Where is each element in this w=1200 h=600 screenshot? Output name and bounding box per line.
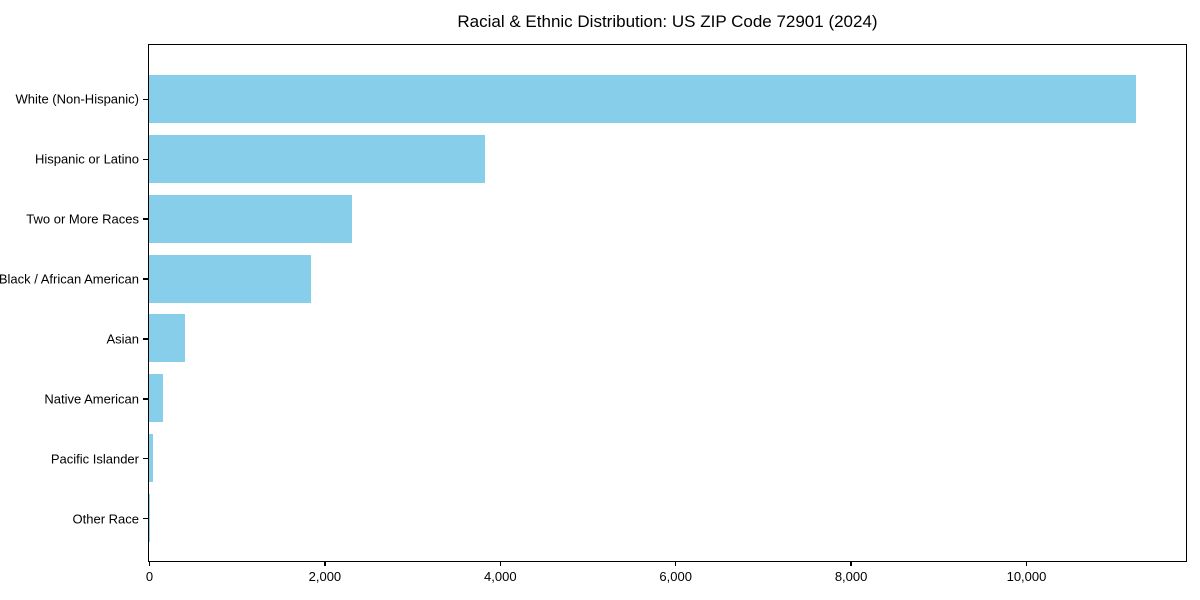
x-tick-label-6000: 6,000 [659, 569, 692, 584]
y-tick-label-asian: Asian [106, 331, 139, 347]
bar-native-american [149, 374, 164, 423]
x-tick-mark-6000 [674, 561, 677, 566]
chart-title: Racial & Ethnic Distribution: US ZIP Cod… [457, 12, 878, 31]
bar-white-non-hispanic [149, 74, 1136, 123]
x-tick-label-8000: 8,000 [834, 569, 868, 584]
x-tick-mark-2000 [324, 561, 326, 566]
y-tick-label-two-or-more-races: Two or More Races [26, 211, 139, 227]
x-tick-mark-4000 [499, 561, 502, 566]
x-tick-label-0: 0 [145, 569, 154, 584]
x-tick-label-2000: 2,000 [308, 569, 342, 584]
x-tick-label-10000: 10,000 [1006, 569, 1047, 584]
bar-hispanic-or-latino [149, 134, 485, 183]
bar-other-race [149, 494, 151, 543]
bar-asian [149, 314, 186, 363]
y-tick-label-other-race: Other Race [72, 511, 139, 527]
y-tick-mark-pacific-islander [143, 457, 148, 460]
y-tick-mark-native-american [143, 398, 148, 400]
plot-area [148, 44, 1187, 562]
x-tick-mark-8000 [850, 561, 852, 566]
y-tick-label-native-american: Native American [44, 391, 139, 407]
bar-pacific-islander [149, 434, 153, 483]
x-tick-label-4000: 4,000 [484, 569, 517, 584]
y-tick-label-black-african-american: Black / African American [0, 271, 139, 287]
y-tick-label-white-non-hispanic: White (Non-Hispanic) [15, 91, 139, 107]
y-tick-mark-two-or-more-races [143, 218, 148, 220]
y-tick-mark-black-african-american [143, 278, 148, 280]
y-tick-mark-white-non-hispanic [143, 98, 148, 101]
y-tick-mark-asian [143, 338, 148, 340]
y-tick-label-pacific-islander: Pacific Islander [50, 451, 139, 467]
bar-black-african-american [149, 254, 311, 303]
y-tick-label-hispanic-or-latino: Hispanic or Latino [34, 151, 139, 167]
x-tick-mark-0 [148, 561, 151, 566]
y-tick-mark-hispanic-or-latino [143, 158, 148, 161]
y-tick-mark-other-race [143, 517, 148, 520]
bar-two-or-more-races [149, 194, 352, 243]
x-tick-mark-10000 [1025, 561, 1028, 566]
